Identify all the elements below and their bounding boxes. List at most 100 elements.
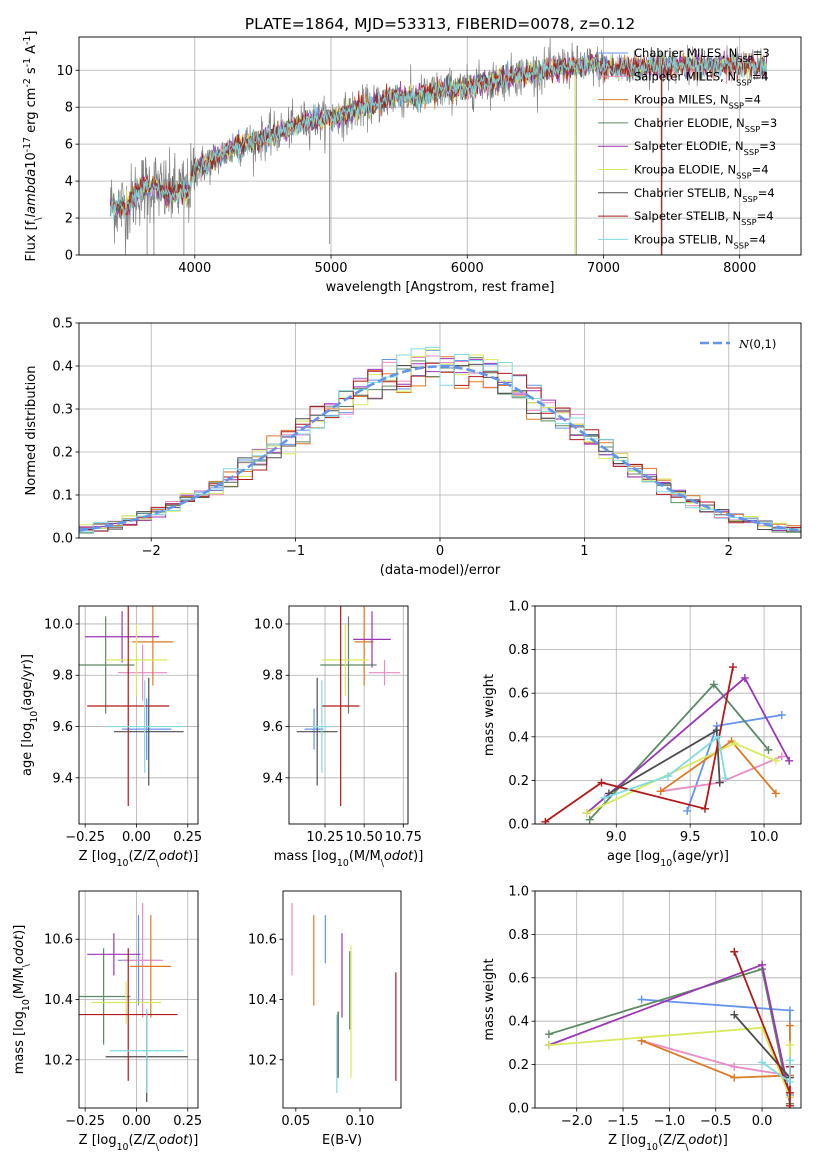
y-tick-label: 9.4	[262, 771, 283, 786]
y-tick-label: 4	[65, 175, 73, 190]
x-axis-label: mass [log10(M/M\odot)]	[274, 849, 424, 869]
x-tick-label: 0.00	[122, 830, 151, 845]
legend-label-salpeter-elodie: Salpeter ELODIE, NSSP=3	[634, 139, 776, 157]
x-tick-label: 8000	[723, 261, 756, 276]
y-tick-label: 0.3	[52, 403, 73, 418]
weight-marker	[730, 1010, 739, 1019]
y-tick-label: 1.0	[508, 885, 529, 900]
errorbar-chabrier-miles	[122, 698, 172, 760]
weight-marker	[700, 804, 709, 813]
errorbar-kroupa-stelib	[105, 680, 184, 773]
y-tick-label: 0.2	[508, 774, 529, 789]
weight-vs-metallicity-panel: −2.0 −1.5 −1.0 −0.5 0.0 0.0 0.2 0.4 0.6 0.8 1.0 Z […	[482, 885, 802, 1153]
x-tick-label: 0.10	[345, 1114, 374, 1129]
y-tick-label: 0.6	[508, 687, 529, 702]
weight-marker	[785, 1101, 794, 1108]
x-axis-label: Z [log10(Z/Z\odot)]	[79, 849, 199, 869]
legend-label-salpeter-stelib: Salpeter STELIB, NSSP=4	[634, 209, 774, 227]
plot-area	[79, 903, 188, 1102]
weight-marker	[656, 787, 665, 796]
x-tick-label: 10.25	[306, 830, 343, 845]
y-axis-label: mass [log10(M/M\odot)]	[12, 925, 32, 1075]
axes-frame	[534, 605, 802, 825]
model-spectrum-salpeter-stelib	[109, 53, 768, 216]
weight-marker	[597, 778, 606, 787]
x-tick-label: 0.00	[122, 1114, 151, 1129]
x-tick-label: 0.25	[173, 1114, 202, 1129]
x-tick-label: 10.75	[385, 830, 422, 845]
plot-area	[544, 947, 794, 1108]
errorbar-kroupa-miles	[130, 915, 172, 1018]
spectrum-legend: Chabrier MILES, NSSP=3 Salpeter MILES, NS…	[598, 46, 777, 250]
errorbar-salpeter-miles	[122, 903, 164, 1018]
y-tick-label: 9.6	[262, 720, 283, 735]
weight-line	[604, 735, 727, 799]
weight-marker	[730, 947, 739, 956]
errorbar-kroupa-miles	[132, 606, 174, 686]
y-tick-label: 8	[65, 101, 73, 116]
x-tick-label: 0.05	[281, 1114, 310, 1129]
y-axis-label: age [log10(age/yr)]	[20, 654, 40, 776]
axes-frame	[78, 322, 802, 539]
weight-marker	[544, 1041, 553, 1050]
weight-marker	[777, 711, 786, 719]
weight-marker	[740, 673, 749, 682]
y-tick-label: 9.8	[52, 669, 73, 684]
age-vs-metallicity-panel: −0.25 0.00 0.25 9.4 9.6 9.8 10.0 Z [log10(Z/Z\o…	[20, 605, 202, 869]
y-tick-label: 0.4	[508, 1015, 529, 1030]
x-axis-label: Z [log10(Z/Z\odot)]	[608, 1133, 728, 1153]
weight-marker	[729, 663, 738, 672]
model-spectrum-kroupa-stelib	[109, 54, 768, 221]
errorbar-kroupa-stelib	[312, 680, 332, 773]
weight-marker	[715, 778, 724, 787]
x-tick-label: −1	[286, 544, 305, 559]
y-tick-label: 10.6	[248, 933, 277, 948]
y-axis-label: Flux [f\lambda10-17 erg cm-2 s-1 A-1]	[22, 31, 44, 262]
axes-frame	[282, 890, 402, 1109]
axes-frame	[78, 890, 199, 1109]
legend-label-kroupa-elodie: Kroupa ELODIE, NSSP=4	[634, 163, 769, 181]
weight-marker	[730, 1073, 739, 1082]
y-tick-label: 0.2	[52, 446, 73, 461]
weight-marker	[785, 1006, 794, 1015]
weight-marker	[758, 1058, 767, 1067]
x-axis-label: Z [log10(Z/Z\odot)]	[79, 1133, 199, 1153]
x-tick-label: 2	[725, 544, 733, 559]
x-tick-label: 4000	[178, 261, 211, 276]
weight-marker	[709, 680, 718, 689]
weight-marker	[771, 756, 780, 765]
y-tick-label: 10.2	[248, 1053, 277, 1068]
residuals-legend: N(0,1)	[700, 337, 776, 351]
x-tick-label: 10.0	[750, 830, 779, 845]
errorbar-chabrier-miles	[304, 708, 324, 750]
weight-marker	[721, 774, 730, 783]
y-tick-label: 10.0	[44, 617, 73, 632]
errorbar-kroupa-stelib	[109, 1008, 184, 1093]
legend-label-chabrier-stelib: Chabrier STELIB, NSSP=4	[634, 186, 775, 204]
y-tick-label: 10.0	[254, 617, 283, 632]
weight-marker	[785, 1041, 794, 1050]
errorbar-salpeter-stelib	[79, 948, 178, 1081]
x-tick-label: 9.0	[606, 830, 627, 845]
plot-area	[296, 606, 401, 807]
weight-marker	[582, 809, 591, 818]
errorbar-salpeter-elodie	[353, 611, 391, 668]
errorbar-salpeter-stelib	[321, 606, 360, 807]
weight-marker	[785, 1088, 794, 1097]
mass-vs-extinction-panel: 0.05 0.10 10.2 10.4 10.6 E(B-V)	[248, 890, 402, 1148]
plot-area	[291, 903, 397, 1093]
x-tick-label: −0.25	[65, 1114, 105, 1129]
x-tick-label: −1.0	[654, 1114, 686, 1129]
weight-marker	[758, 960, 767, 969]
weight-marker	[785, 1056, 794, 1065]
y-axis-label: mass weight	[482, 958, 497, 1040]
x-tick-label: 7000	[587, 261, 620, 276]
normal-reference-curve	[79, 365, 801, 532]
weight-marker	[664, 772, 672, 781]
legend-label-normal: N(0,1)	[738, 337, 776, 351]
weight-line	[733, 951, 791, 1106]
legend-label-salpeter-miles: Salpeter MILES, NSSP=4	[634, 69, 769, 87]
errorbar-chabrier-elodie	[79, 948, 131, 1045]
weight-series-chabrier-stelib	[604, 726, 724, 798]
